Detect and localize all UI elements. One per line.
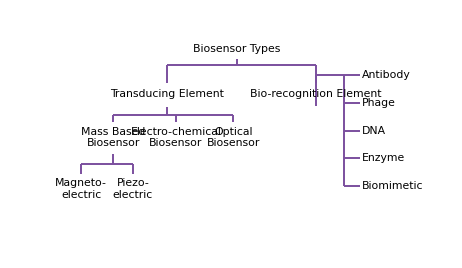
Text: Biomimetic: Biomimetic [362, 181, 424, 191]
Text: Magneto-
electric: Magneto- electric [55, 178, 107, 200]
Text: Enzyme: Enzyme [362, 153, 405, 163]
Text: Antibody: Antibody [362, 70, 411, 80]
Text: Electro-chemical
Biosensor: Electro-chemical Biosensor [130, 126, 221, 148]
Text: Bio-recognition Element: Bio-recognition Element [250, 89, 381, 99]
Text: Piezo-
electric: Piezo- electric [113, 178, 153, 200]
Text: Optical
Biosensor: Optical Biosensor [207, 126, 260, 148]
Text: Transducing Element: Transducing Element [110, 89, 224, 99]
Text: Biosensor Types: Biosensor Types [193, 44, 280, 54]
Text: DNA: DNA [362, 126, 386, 136]
Text: Mass Based
Biosensor: Mass Based Biosensor [81, 126, 146, 148]
Text: Phage: Phage [362, 98, 396, 108]
